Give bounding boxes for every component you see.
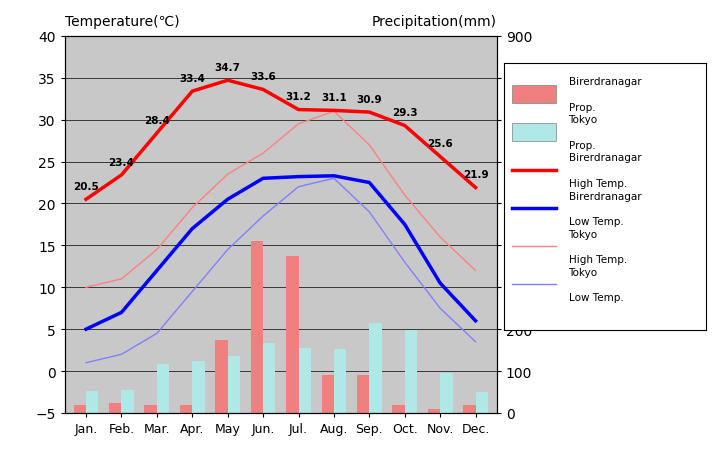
Bar <box>334 350 346 413</box>
Text: Tokyo: Tokyo <box>569 229 598 239</box>
Text: Birerdranagar: Birerdranagar <box>569 191 641 201</box>
Bar <box>145 405 157 413</box>
Text: 29.3: 29.3 <box>392 108 418 118</box>
Bar <box>357 375 369 413</box>
Text: Prop.: Prop. <box>569 102 595 112</box>
Bar <box>263 343 276 413</box>
Bar <box>512 85 557 104</box>
Bar <box>180 405 192 413</box>
Text: Birerdranagar: Birerdranagar <box>569 77 641 87</box>
Text: 34.7: 34.7 <box>215 63 240 73</box>
Bar <box>157 364 169 413</box>
Bar <box>405 331 417 413</box>
Bar <box>392 405 405 413</box>
Text: Tokyo: Tokyo <box>569 267 598 277</box>
Bar <box>322 375 334 413</box>
Text: 28.4: 28.4 <box>144 115 170 125</box>
Bar <box>369 323 382 413</box>
Text: Precipitation(mm): Precipitation(mm) <box>372 15 497 29</box>
Text: 23.4: 23.4 <box>109 157 135 167</box>
Bar <box>428 409 440 413</box>
Text: 33.4: 33.4 <box>179 73 205 84</box>
Text: Prop.: Prop. <box>569 140 595 150</box>
Bar <box>73 405 86 413</box>
Bar <box>286 256 299 413</box>
Bar <box>86 392 99 413</box>
Bar <box>251 241 263 413</box>
Bar <box>109 403 122 413</box>
Bar <box>475 392 488 413</box>
Text: High Temp.: High Temp. <box>569 179 627 188</box>
Text: 25.6: 25.6 <box>427 139 453 149</box>
Bar <box>122 390 134 413</box>
Text: Low Temp.: Low Temp. <box>569 216 624 226</box>
Text: 30.9: 30.9 <box>356 95 382 105</box>
Text: Tokyo: Tokyo <box>569 115 598 125</box>
Text: High Temp.: High Temp. <box>569 254 627 264</box>
Bar <box>228 356 240 413</box>
Text: Temperature(℃): Temperature(℃) <box>65 15 179 29</box>
Text: 20.5: 20.5 <box>73 181 99 191</box>
Bar <box>463 405 475 413</box>
Text: Low Temp.: Low Temp. <box>569 292 624 302</box>
Bar <box>512 123 557 142</box>
Text: 31.1: 31.1 <box>321 93 347 103</box>
Text: 21.9: 21.9 <box>463 170 488 180</box>
Bar <box>192 361 204 413</box>
Bar <box>299 348 311 413</box>
Text: 33.6: 33.6 <box>251 72 276 82</box>
Text: Birerdranagar: Birerdranagar <box>569 153 641 163</box>
Text: 31.2: 31.2 <box>286 92 311 102</box>
Bar <box>215 340 228 413</box>
Bar <box>440 373 453 413</box>
